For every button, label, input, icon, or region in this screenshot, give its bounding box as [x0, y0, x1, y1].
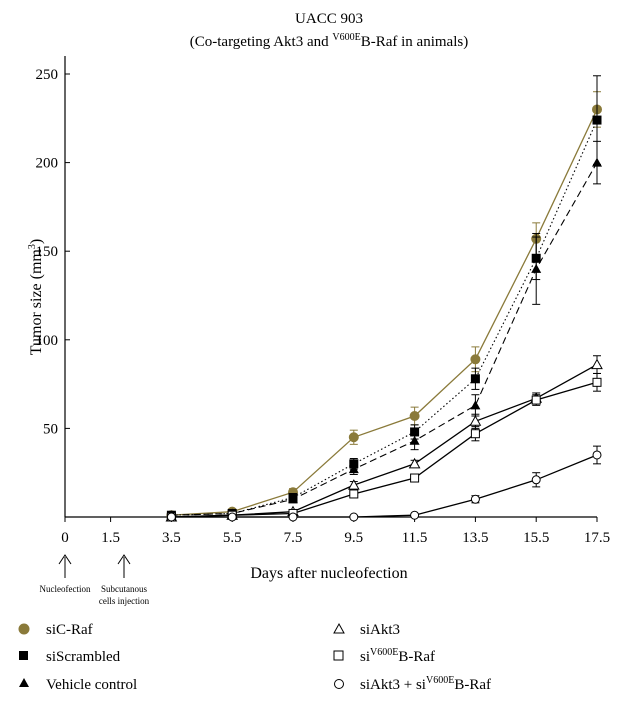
- data-point: [592, 450, 602, 460]
- legend-marker-circle-open: [334, 679, 344, 689]
- x-tick-label: 11.5: [402, 530, 428, 546]
- series-layer: [165, 75, 603, 522]
- series-line: [171, 109, 598, 516]
- x-tick-label: 3.5: [162, 530, 181, 546]
- y-ticks: 50 100 150 200 250: [36, 67, 70, 437]
- x-tick-label: 1.5: [101, 530, 120, 546]
- event-label: Nucleofection: [40, 584, 91, 594]
- event-arrowhead: [117, 554, 131, 565]
- data-point: [592, 377, 602, 387]
- series-line: [171, 364, 598, 518]
- data-point: [349, 512, 359, 522]
- legend-label-part-1: siAkt3 + si: [360, 677, 426, 693]
- x-tick-label: 13.5: [462, 530, 488, 546]
- legend-label-part-3: B-Raf: [398, 649, 435, 665]
- legend-label: siAkt3: [360, 622, 400, 638]
- data-point: [166, 512, 176, 522]
- legend-item-siv600e-braf: siV600EB-Raf: [333, 647, 435, 665]
- data-point: [469, 415, 482, 426]
- legend-item-vehicle-control: Vehicle control: [19, 677, 137, 693]
- ylabel-part-3: ): [28, 239, 45, 244]
- subtitle-part-3: B-Raf in animals): [361, 34, 468, 50]
- series-3: [165, 355, 603, 522]
- legend-label-part-3: B-Raf: [454, 677, 491, 693]
- data-point: [592, 157, 602, 167]
- data-point: [531, 475, 541, 485]
- x-tick-label: 9.5: [344, 530, 363, 546]
- series-4: [166, 372, 602, 522]
- series-line: [171, 162, 598, 516]
- x-axis-label: Days after nucleofection: [250, 565, 407, 582]
- data-point: [349, 489, 359, 499]
- legend-label: siC-Raf: [46, 622, 93, 638]
- data-point: [470, 374, 480, 384]
- legend-marker-square-filled: [19, 651, 28, 660]
- legend-label: siAkt3 + siV600EB-Raf: [360, 675, 491, 693]
- data-point: [348, 432, 359, 443]
- series-line: [171, 454, 598, 518]
- y-tick-label: 250: [36, 67, 59, 83]
- data-point: [531, 263, 542, 273]
- data-point: [470, 400, 481, 410]
- event-nucleofection: Nucleofection: [40, 554, 91, 594]
- legend-marker-square-open: [333, 650, 344, 661]
- series-5: [166, 445, 602, 522]
- series-2: [166, 140, 602, 520]
- legend-item-siakt3: siAkt3: [333, 622, 400, 638]
- x-tick-label: 0: [61, 530, 69, 546]
- ylabel-part-1: Tumor size (mm: [28, 249, 45, 356]
- legend-item-siscrambled: siScrambled: [19, 649, 121, 665]
- chart-subtitle: (Co-targeting Akt3 and V600EB-Raf in ani…: [190, 32, 468, 50]
- legend-label-superscript: V600E: [426, 675, 454, 686]
- legend-item-siakt3-siv600e-braf: siAkt3 + siV600EB-Raf: [334, 675, 491, 693]
- legend-label-part-1: si: [360, 649, 370, 665]
- y-axis-label: Tumor size (mm3): [27, 239, 45, 355]
- y-tick-label: 200: [36, 156, 59, 172]
- legend-marker-triangle-open: [333, 622, 345, 634]
- legend-label-superscript: V600E: [370, 647, 398, 658]
- data-point: [531, 395, 541, 405]
- event-injection: Subcutanous cells injection: [99, 554, 150, 606]
- series-line: [171, 381, 598, 518]
- data-point: [347, 479, 360, 490]
- data-point: [348, 464, 359, 474]
- data-point: [409, 410, 420, 421]
- legend-label: siV600EB-Raf: [360, 647, 435, 665]
- subtitle-part-1: (Co-targeting Akt3 and: [190, 34, 333, 50]
- data-point: [470, 494, 480, 504]
- series-line: [171, 119, 598, 516]
- legend-label: Vehicle control: [46, 677, 137, 693]
- data-point: [288, 512, 298, 522]
- legend: siC-Raf siScrambled Vehicle control siAk…: [18, 622, 491, 693]
- event-arrowhead: [58, 554, 72, 565]
- legend-item-sic-raf: siC-Raf: [18, 622, 93, 638]
- legend-marker-circle-filled: [18, 623, 30, 635]
- data-point: [591, 358, 603, 370]
- y-tick-label: 50: [43, 421, 58, 437]
- ylabel-superscript: 3: [27, 244, 38, 249]
- data-point: [410, 510, 420, 520]
- legend-label: siScrambled: [46, 649, 121, 665]
- x-tick-label: 5.5: [223, 530, 242, 546]
- chart-title: UACC 903: [295, 11, 363, 27]
- data-point: [470, 429, 480, 439]
- data-point: [592, 115, 602, 125]
- data-point: [408, 457, 421, 469]
- data-point: [227, 512, 237, 522]
- data-point: [410, 473, 420, 483]
- y-tick-label: 100: [36, 333, 59, 349]
- x-ticks: 0 1.5 3.5 5.5 7.5 9.5 11.5 13.5 15.5 17.5: [61, 517, 610, 546]
- data-point: [470, 354, 481, 365]
- event-label-line-2: cells injection: [99, 596, 150, 606]
- y-tick-label: 150: [36, 244, 59, 260]
- x-tick-label: 7.5: [284, 530, 303, 546]
- x-tick-label: 17.5: [584, 530, 610, 546]
- event-label-line-1: Subcutanous: [101, 584, 147, 594]
- data-point: [288, 494, 298, 504]
- legend-marker-triangle-filled: [19, 678, 29, 687]
- data-point: [409, 435, 420, 445]
- subtitle-superscript: V600E: [332, 32, 360, 43]
- x-tick-label: 15.5: [523, 530, 549, 546]
